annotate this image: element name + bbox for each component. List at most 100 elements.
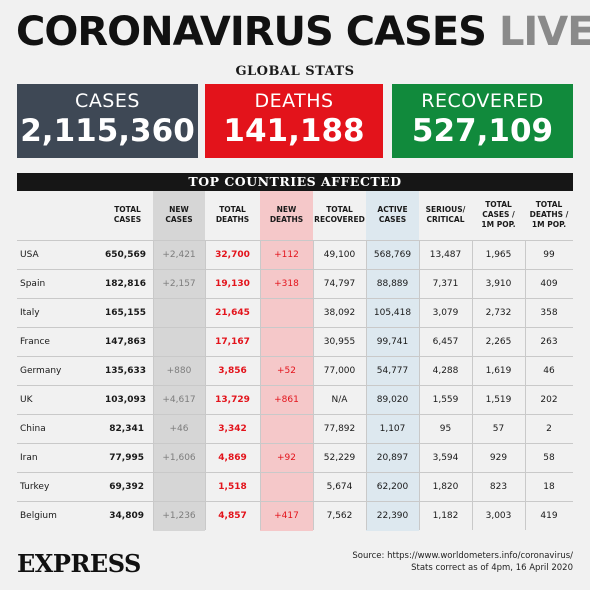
table-cell: +880 <box>166 366 192 376</box>
table-cell: 1,619 <box>485 366 512 376</box>
table-row: Turkey 69,392 1,518 5,674 62,200 1,820 823 18 <box>17 472 573 501</box>
table-cell: 2 <box>546 424 552 434</box>
table-cell: 2,732 <box>485 308 512 318</box>
table-row: Belgium 34,809 +1,236 4,857 +417 7,562 22,390 1… <box>17 501 573 530</box>
table-cell: 7,562 <box>326 511 353 521</box>
table-cell: 88,889 <box>376 279 409 289</box>
table-cell: 77,995 <box>109 453 144 463</box>
table-cell: 6,457 <box>432 337 459 347</box>
table-header: TOTAL CASES NEW CASES TOTAL DEATHS NEW DEAT… <box>17 196 573 240</box>
table-cell: 823 <box>489 482 508 492</box>
country-name: USA <box>20 250 39 260</box>
table-row: Iran 77,995 +1,606 4,869 +92 52,229 20,897 3,59… <box>17 443 573 472</box>
country-name: Germany <box>20 366 62 376</box>
table-cell: 32,700 <box>215 250 250 260</box>
headline: CORONAVIRUS CASES LIVE <box>16 8 590 56</box>
stats-note: Stats correct as of 4pm, 16 April 2020 <box>411 563 573 573</box>
table-cell: 49,100 <box>323 250 356 260</box>
table-cell: 135,633 <box>105 366 146 376</box>
table-cell: 5,674 <box>326 482 353 492</box>
table-cell: 62,200 <box>376 482 409 492</box>
table-cell: 38,092 <box>323 308 356 318</box>
headline-live: LIVE <box>498 9 590 55</box>
table-cell: 57 <box>492 424 505 434</box>
table-cell: 34,809 <box>109 511 144 521</box>
column-header: SERIOUS/ CRITICAL <box>425 205 466 224</box>
deaths-box: DEATHS 141,188 <box>205 84 383 158</box>
table-cell: 58 <box>543 453 555 463</box>
table-cell: 4,869 <box>218 453 247 463</box>
table-cell: 89,020 <box>376 395 409 405</box>
deaths-label: DEATHS <box>254 90 334 112</box>
table-cell <box>153 328 205 356</box>
table-cell: 202 <box>540 395 558 405</box>
table-cell: 3,856 <box>218 366 247 376</box>
table-cell: 77,892 <box>323 424 356 434</box>
table-cell: 13,729 <box>215 395 250 405</box>
table-cell: 1,107 <box>379 424 406 434</box>
table-cell: +1,606 <box>162 453 196 463</box>
table-cell: 69,392 <box>109 482 144 492</box>
table-cell: 3,079 <box>432 308 459 318</box>
recovered-box: RECOVERED 527,109 <box>392 84 573 158</box>
column-header: TOTAL DEATHS / 1M POP. <box>529 200 569 229</box>
table-cell: +4,617 <box>162 395 196 405</box>
country-name: UK <box>20 395 33 405</box>
table-cell <box>153 473 205 501</box>
deaths-value: 141,188 <box>223 113 365 149</box>
table-cell: 358 <box>540 308 558 318</box>
table-cell: 1,820 <box>432 482 459 492</box>
table-cell: 263 <box>540 337 558 347</box>
table-cell: 7,371 <box>432 279 459 289</box>
new-deaths-column-bg <box>260 191 313 531</box>
table-row: Italy 165,155 21,645 38,092 105,418 3,079 2,73… <box>17 298 573 327</box>
column-header: TOTAL DEATHS <box>215 205 250 224</box>
table-cell: N/A <box>331 395 348 405</box>
table-cell: +2,421 <box>162 250 196 260</box>
table-cell: 147,863 <box>105 337 146 347</box>
table-cell: 99 <box>543 250 555 260</box>
table-cell: 103,093 <box>105 395 146 405</box>
table-cell <box>260 473 313 501</box>
column-header: NEW CASES <box>165 205 193 224</box>
table-cell: 52,229 <box>323 453 356 463</box>
table-cell: 419 <box>540 511 558 521</box>
recovered-value: 527,109 <box>411 113 554 149</box>
table-cell: +861 <box>274 395 299 405</box>
new-cases-column-bg <box>153 191 205 531</box>
column-header: TOTAL RECOVERED <box>314 205 365 224</box>
table-cell: 95 <box>439 424 452 434</box>
table-cell: 409 <box>540 279 558 289</box>
table-cell: 54,777 <box>376 366 409 376</box>
table-cell: 21,645 <box>215 308 250 318</box>
cases-box: CASES 2,115,360 <box>17 84 198 158</box>
country-name: Iran <box>20 453 38 463</box>
table-cell: 4,288 <box>432 366 459 376</box>
table-cell: 4,857 <box>218 511 247 521</box>
column-header: TOTAL CASES <box>113 205 142 224</box>
table-cell: +52 <box>277 366 296 376</box>
table-cell <box>260 415 313 443</box>
table-cell: 30,955 <box>323 337 356 347</box>
table-cell: 99,741 <box>376 337 409 347</box>
table-body: USA 650,569 +2,421 32,700 +112 49,100 568,769 1… <box>17 240 573 530</box>
table-cell: 74,797 <box>323 279 356 289</box>
table-cell <box>260 328 313 356</box>
table-cell: 18 <box>543 482 555 492</box>
table-cell: 568,769 <box>373 250 412 260</box>
table-cell: +92 <box>277 453 296 463</box>
table-cell <box>260 299 313 327</box>
table-cell: +112 <box>274 250 299 260</box>
table-cell: 2,265 <box>485 337 512 347</box>
cases-value: 2,115,360 <box>20 113 195 149</box>
table-cell: 1,519 <box>485 395 512 405</box>
table-cell: 19,130 <box>215 279 250 289</box>
recovered-label: RECOVERED <box>421 90 544 112</box>
table-cell: 20,897 <box>376 453 409 463</box>
table-cell: 1,559 <box>432 395 459 405</box>
table-cell: 13,487 <box>429 250 462 260</box>
table-cell: +1,236 <box>162 511 196 521</box>
headline-main: CORONAVIRUS CASES <box>16 9 487 55</box>
table-cell: 929 <box>489 453 508 463</box>
table-cell: 3,003 <box>485 511 512 521</box>
